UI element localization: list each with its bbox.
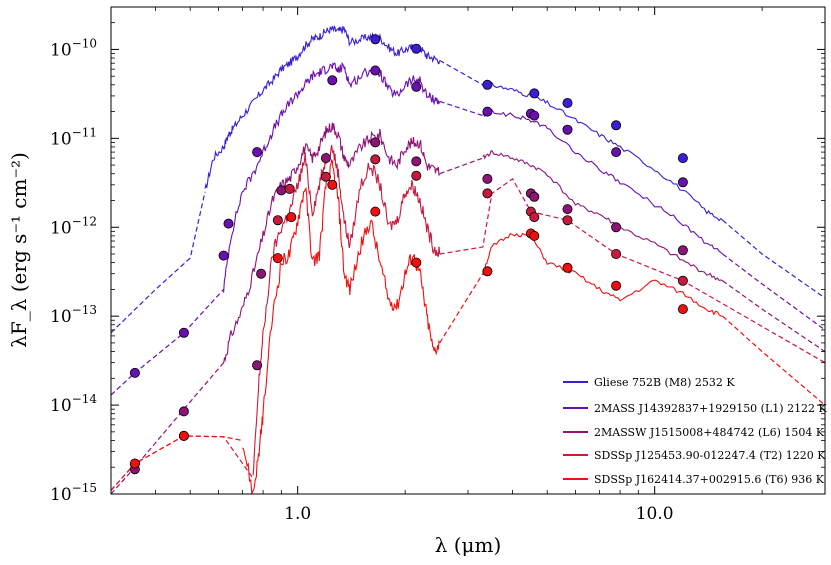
series-1-tail-right bbox=[722, 253, 825, 331]
series-2-point bbox=[411, 156, 422, 167]
series-0-tail-right bbox=[722, 219, 825, 299]
series-1-point bbox=[178, 327, 189, 338]
series-2-tail-right bbox=[722, 280, 825, 353]
series-0-ext-spectrum bbox=[482, 81, 723, 222]
series-2-point bbox=[482, 173, 493, 184]
series-4-point bbox=[178, 430, 189, 441]
series-2-point bbox=[529, 191, 540, 202]
series-2-point bbox=[256, 268, 267, 279]
series-0-point bbox=[677, 153, 688, 164]
legend-label: 2MASS J14392837+1929150 (L1) 2122 K bbox=[594, 402, 828, 415]
series-1-point bbox=[677, 177, 688, 188]
series-0-point bbox=[411, 43, 422, 54]
series-4-gap bbox=[439, 273, 484, 344]
series-1-point bbox=[252, 147, 263, 158]
series-1-point bbox=[370, 65, 381, 76]
series-0-point bbox=[529, 88, 540, 99]
series-3-point bbox=[284, 183, 295, 194]
series-2-point bbox=[370, 137, 381, 148]
series-2-point bbox=[562, 204, 573, 215]
legend-label: SDSSp J162414.37+002915.6 (T6) 936 K bbox=[594, 473, 825, 486]
series-3-point bbox=[529, 212, 540, 223]
legend-label: SDSSp J125453.90-012247.4 (T2) 1220 K bbox=[594, 449, 826, 462]
y-tick-label: 10−15 bbox=[50, 481, 97, 505]
series-0-point bbox=[562, 98, 573, 109]
series-0-point bbox=[482, 79, 493, 90]
photometry-points bbox=[129, 34, 688, 475]
series-3-point bbox=[677, 275, 688, 286]
y-tick-label: 10−11 bbox=[50, 125, 97, 149]
plot-background bbox=[111, 7, 825, 494]
series-4-point bbox=[677, 304, 688, 315]
series-1-point bbox=[611, 147, 622, 158]
x-tick-label: 10.0 bbox=[636, 504, 674, 524]
series-4-point bbox=[611, 280, 622, 291]
series-4-point bbox=[272, 253, 283, 264]
series-3-point bbox=[562, 215, 573, 226]
series-0-point bbox=[611, 120, 622, 131]
series-1-point bbox=[562, 124, 573, 135]
y-tick-label: 10−12 bbox=[50, 214, 97, 238]
series-2-point bbox=[611, 222, 622, 233]
series-0-gap bbox=[439, 59, 484, 86]
series-3-point bbox=[482, 188, 493, 199]
series-1-point bbox=[129, 367, 140, 378]
series-2-spectrum bbox=[223, 122, 441, 364]
series-2-point bbox=[320, 153, 331, 164]
series-2-tail-left bbox=[111, 362, 225, 494]
y-tick-label: 10−14 bbox=[50, 392, 97, 416]
legend-label: Gliese 752B (M8) 2532 K bbox=[594, 376, 735, 389]
series-2-point bbox=[252, 360, 263, 371]
series-0-point bbox=[370, 34, 381, 45]
series-4-ext-spectrum bbox=[482, 232, 723, 317]
series-3-point bbox=[272, 215, 283, 226]
series-1-point bbox=[327, 75, 338, 86]
series-4-point bbox=[529, 230, 540, 241]
series-4-point bbox=[411, 257, 422, 268]
series-0-spectrum bbox=[204, 25, 441, 189]
series-3-point bbox=[370, 154, 381, 165]
series-1-spectrum bbox=[223, 61, 441, 293]
legend: Gliese 752B (M8) 2532 K 2MASS J14392837+1… bbox=[563, 376, 828, 486]
series-4-point bbox=[327, 179, 338, 190]
series-4-point bbox=[129, 458, 140, 469]
series-1-point bbox=[218, 250, 229, 261]
series-3-point bbox=[411, 170, 422, 181]
y-tick-label: 10−10 bbox=[50, 36, 97, 60]
series-4-point bbox=[370, 206, 381, 217]
series-2-ext-spectrum bbox=[482, 150, 723, 282]
series-4-point bbox=[562, 262, 573, 273]
x-axis-label: λ (μm) bbox=[435, 533, 502, 557]
series-1-ext-spectrum bbox=[482, 109, 723, 255]
series-2-point bbox=[677, 245, 688, 256]
y-tick-label: 10−13 bbox=[50, 303, 97, 327]
y-axis-label: λF_λ (erg s⁻¹ cm⁻²) bbox=[7, 152, 31, 348]
series-4-tail-right bbox=[722, 315, 825, 406]
series-4-point bbox=[482, 266, 493, 277]
series-1-point bbox=[529, 110, 540, 121]
series-2-point bbox=[276, 185, 287, 196]
series-1-point bbox=[482, 106, 493, 117]
series-3-point bbox=[320, 171, 331, 182]
series-1-point bbox=[223, 218, 234, 229]
series-3-spectrum bbox=[252, 144, 441, 476]
series-1-tail-left bbox=[111, 288, 225, 396]
legend-label: 2MASSW J1515008+484742 (L6) 1504 K bbox=[594, 426, 825, 439]
series-4-spectrum bbox=[242, 158, 441, 494]
series-3-point bbox=[611, 248, 622, 259]
series-4-point bbox=[286, 212, 297, 223]
axis-ticks: 10−15 10−14 10−13 10−12 10−11 10−10 1.0 10.0 bbox=[50, 7, 825, 524]
series-2-point bbox=[178, 406, 189, 417]
x-tick-label: 1.0 bbox=[284, 504, 311, 524]
series-1-point bbox=[411, 81, 422, 92]
